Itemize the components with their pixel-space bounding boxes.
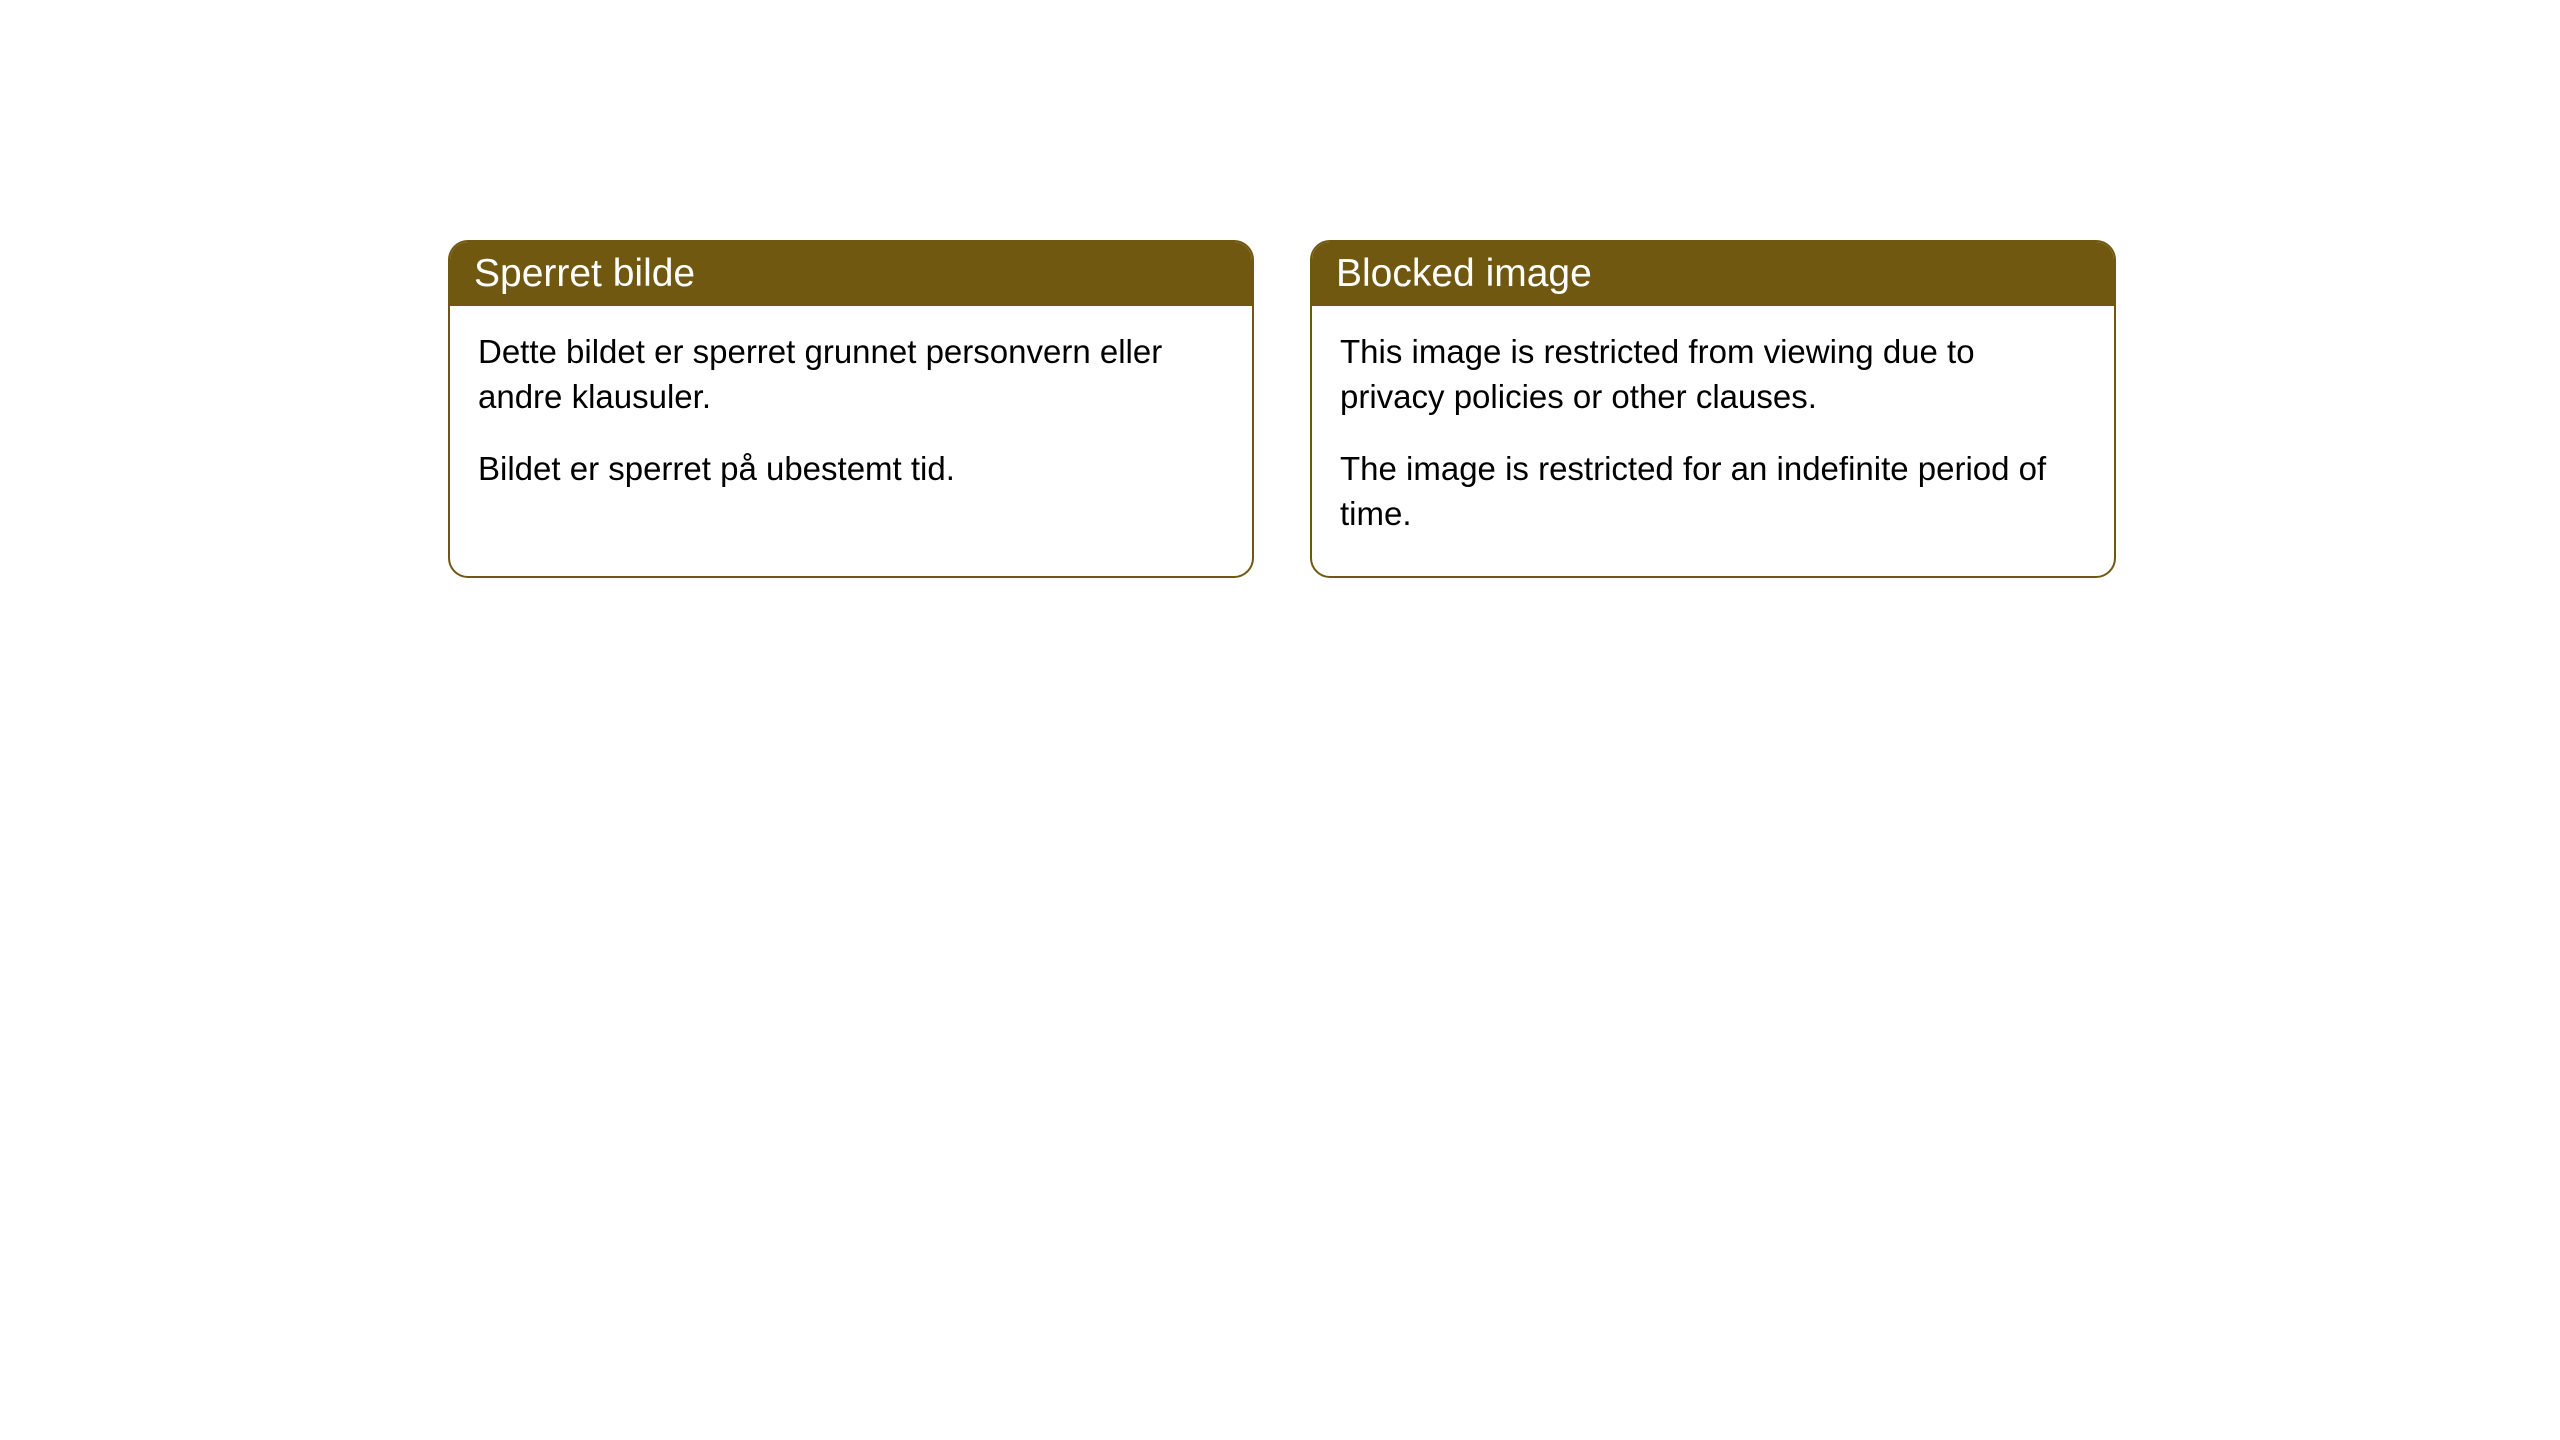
card-paragraph: Bildet er sperret på ubestemt tid.	[478, 447, 1224, 492]
card-norwegian: Sperret bilde Dette bildet er sperret gr…	[448, 240, 1254, 578]
card-body-norwegian: Dette bildet er sperret grunnet personve…	[450, 306, 1252, 532]
card-english: Blocked image This image is restricted f…	[1310, 240, 2116, 578]
card-title: Blocked image	[1336, 252, 1592, 295]
card-header-english: Blocked image	[1312, 242, 2114, 306]
card-paragraph: This image is restricted from viewing du…	[1340, 330, 2086, 419]
card-paragraph: The image is restricted for an indefinit…	[1340, 447, 2086, 536]
card-body-english: This image is restricted from viewing du…	[1312, 306, 2114, 576]
card-title: Sperret bilde	[474, 252, 695, 295]
cards-container: Sperret bilde Dette bildet er sperret gr…	[0, 0, 2560, 578]
card-paragraph: Dette bildet er sperret grunnet personve…	[478, 330, 1224, 419]
card-header-norwegian: Sperret bilde	[450, 242, 1252, 306]
